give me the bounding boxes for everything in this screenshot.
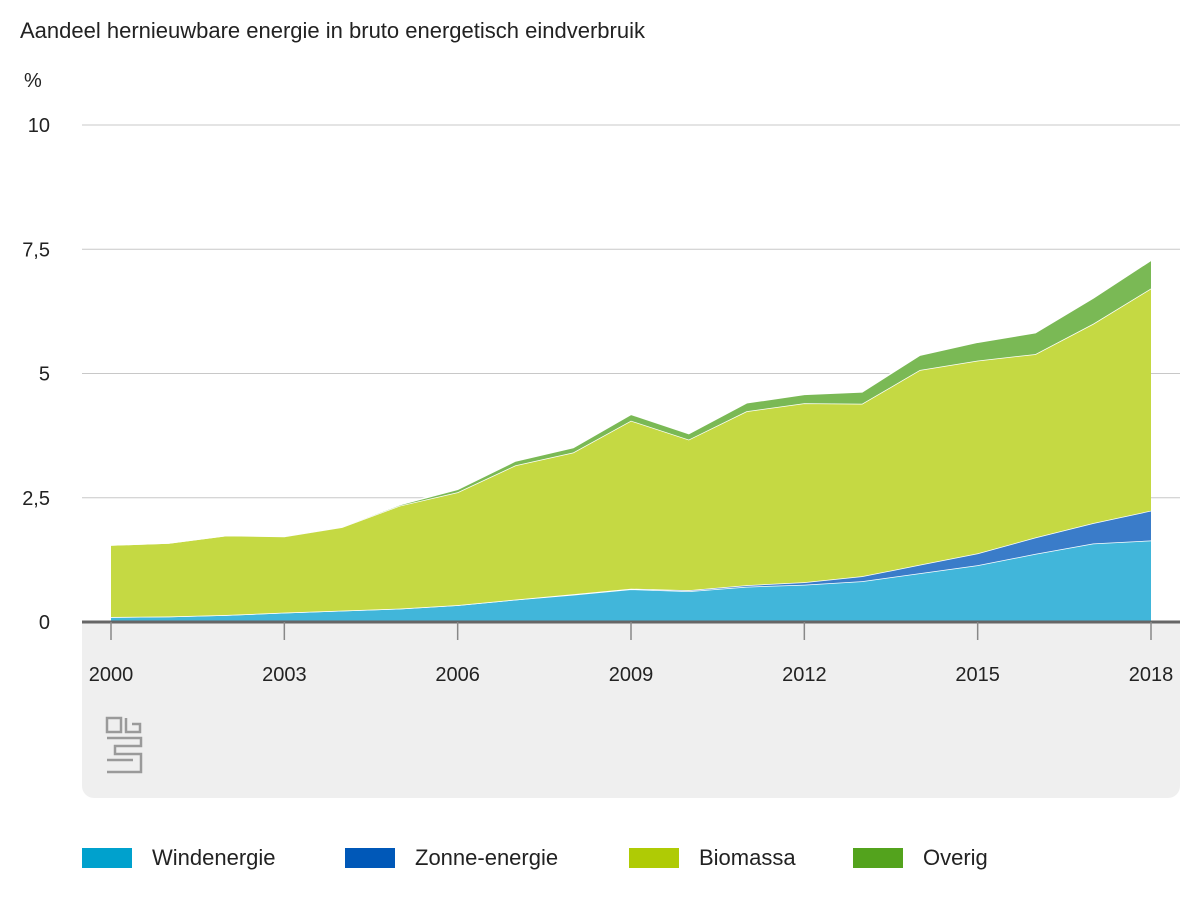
area-edge-overig [110, 259, 1152, 546]
x-tick-label: 2012 [782, 664, 827, 686]
y-axis-unit: % [24, 70, 42, 92]
legend: Windenergie Zonne-energie Biomassa Overi… [82, 842, 1192, 872]
legend-label-zonne-energie: Zonne-energie [415, 845, 559, 870]
area-zonne-energie [111, 510, 1151, 617]
x-axis-band [82, 622, 1180, 798]
cbs-logo [105, 716, 143, 774]
stacked-area-chart: 0 2,5 5 7,5 10 2000 2003 2006 2009 2012 2015 2018 [22, 115, 1180, 798]
y-tick-label: 10 [28, 115, 50, 137]
legend-label-biomassa: Biomassa [699, 845, 796, 870]
y-tick-label: 5 [39, 364, 50, 386]
legend-label-overig: Overig [923, 845, 988, 870]
y-tick-label: 2,5 [22, 488, 50, 510]
area-series [110, 259, 1152, 622]
y-tick-label: 7,5 [22, 239, 50, 261]
y-tick-labels: 0 2,5 5 7,5 10 [22, 115, 50, 634]
legend-label-windenergie: Windenergie [152, 845, 276, 870]
area-biomassa [111, 288, 1151, 617]
legend-swatch-windenergie [82, 848, 132, 868]
x-tick-label: 2003 [262, 664, 307, 686]
chart-title: Aandeel hernieuwbare energie in bruto en… [20, 18, 645, 43]
x-tick-label: 2009 [609, 664, 654, 686]
x-tick-label: 2015 [955, 664, 1000, 686]
x-tick-labels: 2000 2003 2006 2009 2012 2015 2018 [89, 622, 1174, 686]
x-tick-label: 2000 [89, 664, 134, 686]
area-windenergie [111, 540, 1151, 622]
legend-swatch-overig [853, 848, 903, 868]
legend-swatch-zonne-energie [345, 848, 395, 868]
x-tick-label: 2018 [1129, 664, 1174, 686]
legend-swatch-biomassa [629, 848, 679, 868]
x-tick-label: 2006 [435, 664, 480, 686]
y-tick-label: 0 [39, 612, 50, 634]
